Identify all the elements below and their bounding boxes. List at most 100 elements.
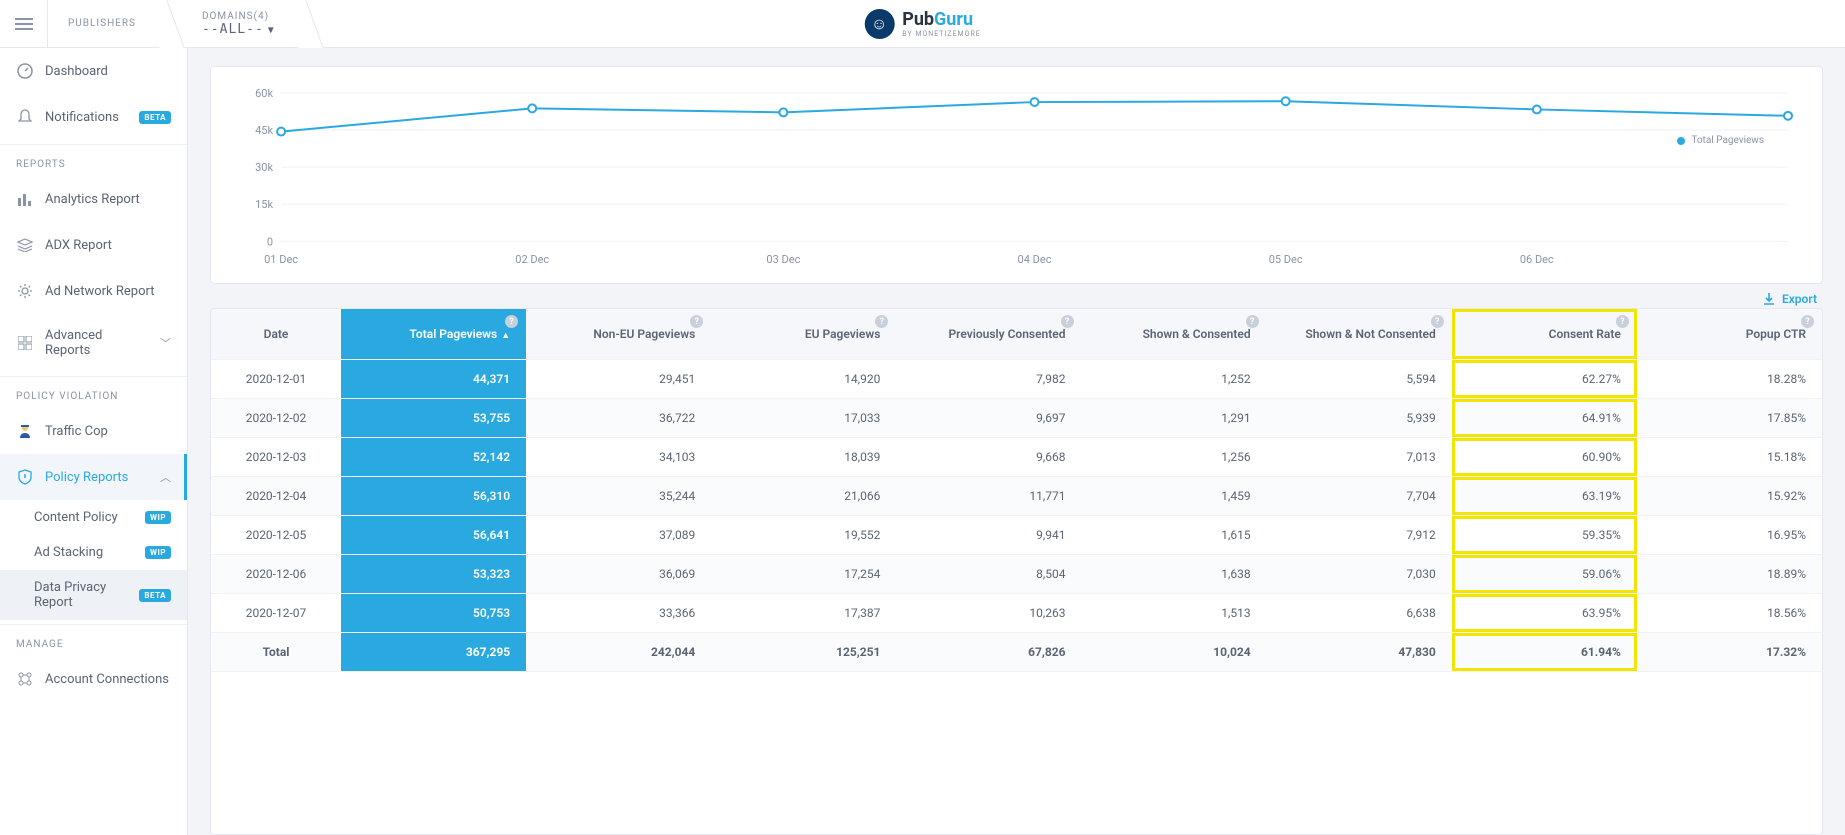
chevron-down-icon: ﹀ [160,335,171,351]
table-header-cell[interactable]: Shown & Not Consented? [1267,309,1452,359]
table-cell: 59.06% [1452,554,1637,593]
table-header-cell[interactable]: EU Pageviews? [711,309,896,359]
sidebar-item-adx[interactable]: ADX Report [0,222,187,268]
table-cell: 2020-12-07 [211,593,341,632]
export-icon [1762,292,1776,306]
svg-text:30k: 30k [255,161,273,174]
sidebar-item-adnetwork[interactable]: Ad Network Report [0,268,187,314]
help-icon[interactable]: ? [1801,315,1814,328]
breadcrumb-domains[interactable]: DOMAINS(4) --ALL--▼ [182,0,303,48]
table-cell: 2020-12-02 [211,398,341,437]
table-cell: 67,826 [896,632,1081,671]
logo-subtext: by MONETIZEMORE [902,30,981,38]
export-button[interactable]: Export [1762,292,1817,306]
table-row: 2020-12-0556,64137,08919,5529,9411,6157,… [211,515,1822,554]
sidebar-item-account-connections[interactable]: Account Connections [0,656,187,702]
logo-text: PubGuru [902,9,981,30]
sidebar-sub-content-policy[interactable]: Content Policy WIP [0,500,187,535]
table-cell: 2020-12-01 [211,359,341,398]
help-icon[interactable]: ? [875,315,888,328]
table-cell: 35,244 [526,476,711,515]
help-icon[interactable]: ? [690,315,703,328]
sidebar-item-advanced[interactable]: Advanced Reports ﹀ [0,314,187,372]
beta-badge: BETA [139,589,171,602]
gauge-icon [16,62,34,80]
table-cell: 242,044 [526,632,711,671]
table-cell: 2020-12-04 [211,476,341,515]
topbar: PUBLISHERS DOMAINS(4) --ALL--▼ ☺ PubGuru… [0,0,1845,48]
help-icon[interactable]: ? [1246,315,1259,328]
table-cell: 21,066 [711,476,896,515]
table-cell: 18.89% [1637,554,1822,593]
table-cell: 1,615 [1082,515,1267,554]
sidebar: Dashboard Notifications BETA REPORTS Ana… [0,48,188,835]
table-cell: 52,142 [341,437,526,476]
table-cell: 8,504 [896,554,1081,593]
sidebar-sub-data-privacy[interactable]: Data Privacy Report BETA [0,570,187,620]
gear-icon [16,282,34,300]
table-header-cell[interactable]: Non-EU Pageviews? [526,309,711,359]
table-cell: 50,753 [341,593,526,632]
table-cell: 47,830 [1267,632,1452,671]
help-icon[interactable]: ? [1061,315,1074,328]
svg-text:03 Dec: 03 Dec [766,253,800,266]
shield-alert-icon [16,468,34,486]
table-cell: 17.85% [1637,398,1822,437]
table-cell: 5,594 [1267,359,1452,398]
sidebar-item-dashboard[interactable]: Dashboard [0,48,187,94]
svg-text:02 Dec: 02 Dec [515,253,549,266]
bell-icon [16,108,34,126]
sidebar-item-label: Content Policy [34,510,118,525]
table-cell: 36,722 [526,398,711,437]
breadcrumb-publishers[interactable]: PUBLISHERS [48,0,164,48]
table-cell: 16.95% [1637,515,1822,554]
table-cell: 56,310 [341,476,526,515]
sidebar-item-label: ADX Report [45,238,112,253]
table-cell: 11,771 [896,476,1081,515]
help-icon[interactable]: ? [1431,315,1444,328]
table-cell: 18.56% [1637,593,1822,632]
wip-badge: WIP [145,511,171,524]
table-cell: 367,295 [341,632,526,671]
table-cell: 17,033 [711,398,896,437]
table-cell: 7,030 [1267,554,1452,593]
table-row: 2020-12-0352,14234,10318,0399,6681,2567,… [211,437,1822,476]
table-row: 2020-12-0653,32336,06917,2548,5041,6387,… [211,554,1822,593]
table-cell: 64.91% [1452,398,1637,437]
help-icon[interactable]: ? [1616,315,1629,328]
table-header-cell[interactable]: Total Pageviews▲? [341,309,526,359]
sidebar-item-policy-reports[interactable]: Policy Reports ︿ [0,454,187,500]
table-cell: 1,459 [1082,476,1267,515]
layers-icon [16,236,34,254]
table-header-cell[interactable]: Popup CTR? [1637,309,1822,359]
menu-icon[interactable] [0,0,48,48]
table-cell: 60.90% [1452,437,1637,476]
sidebar-item-label: Ad Network Report [45,284,154,299]
svg-text:60k: 60k [255,87,273,100]
sidebar-item-traffic-cop[interactable]: Traffic Cop [0,408,187,454]
table-cell: 59.35% [1452,515,1637,554]
export-label: Export [1782,292,1817,306]
table-header-cell[interactable]: Previously Consented? [896,309,1081,359]
main-content: 015k30k45k60k01 Dec02 Dec03 Dec04 Dec05 … [188,48,1845,835]
table-header-cell[interactable]: Shown & Consented? [1082,309,1267,359]
table-cell: 53,755 [341,398,526,437]
sidebar-sub-ad-stacking[interactable]: Ad Stacking WIP [0,535,187,570]
sidebar-section-reports: REPORTS [0,149,187,176]
sidebar-section-policy: POLICY VIOLATION [0,381,187,408]
svg-text:0: 0 [267,235,273,248]
table-header-cell[interactable]: Consent Rate? [1452,309,1637,359]
table-cell: 7,013 [1267,437,1452,476]
sidebar-item-label: Account Connections [45,672,169,687]
table-cell: 2020-12-03 [211,437,341,476]
help-icon[interactable]: ? [505,315,518,328]
logo: ☺ PubGuru by MONETIZEMORE [864,9,981,39]
table-row: 2020-12-0144,37129,45114,9207,9821,2525,… [211,359,1822,398]
table-cell: 15.18% [1637,437,1822,476]
table-header-cell[interactable]: Date [211,309,341,359]
legend-dot-icon [1677,137,1685,145]
table-cell: 6,638 [1267,593,1452,632]
sidebar-item-notifications[interactable]: Notifications BETA [0,94,187,140]
sidebar-item-analytics[interactable]: Analytics Report [0,176,187,222]
table-cell: 5,939 [1267,398,1452,437]
